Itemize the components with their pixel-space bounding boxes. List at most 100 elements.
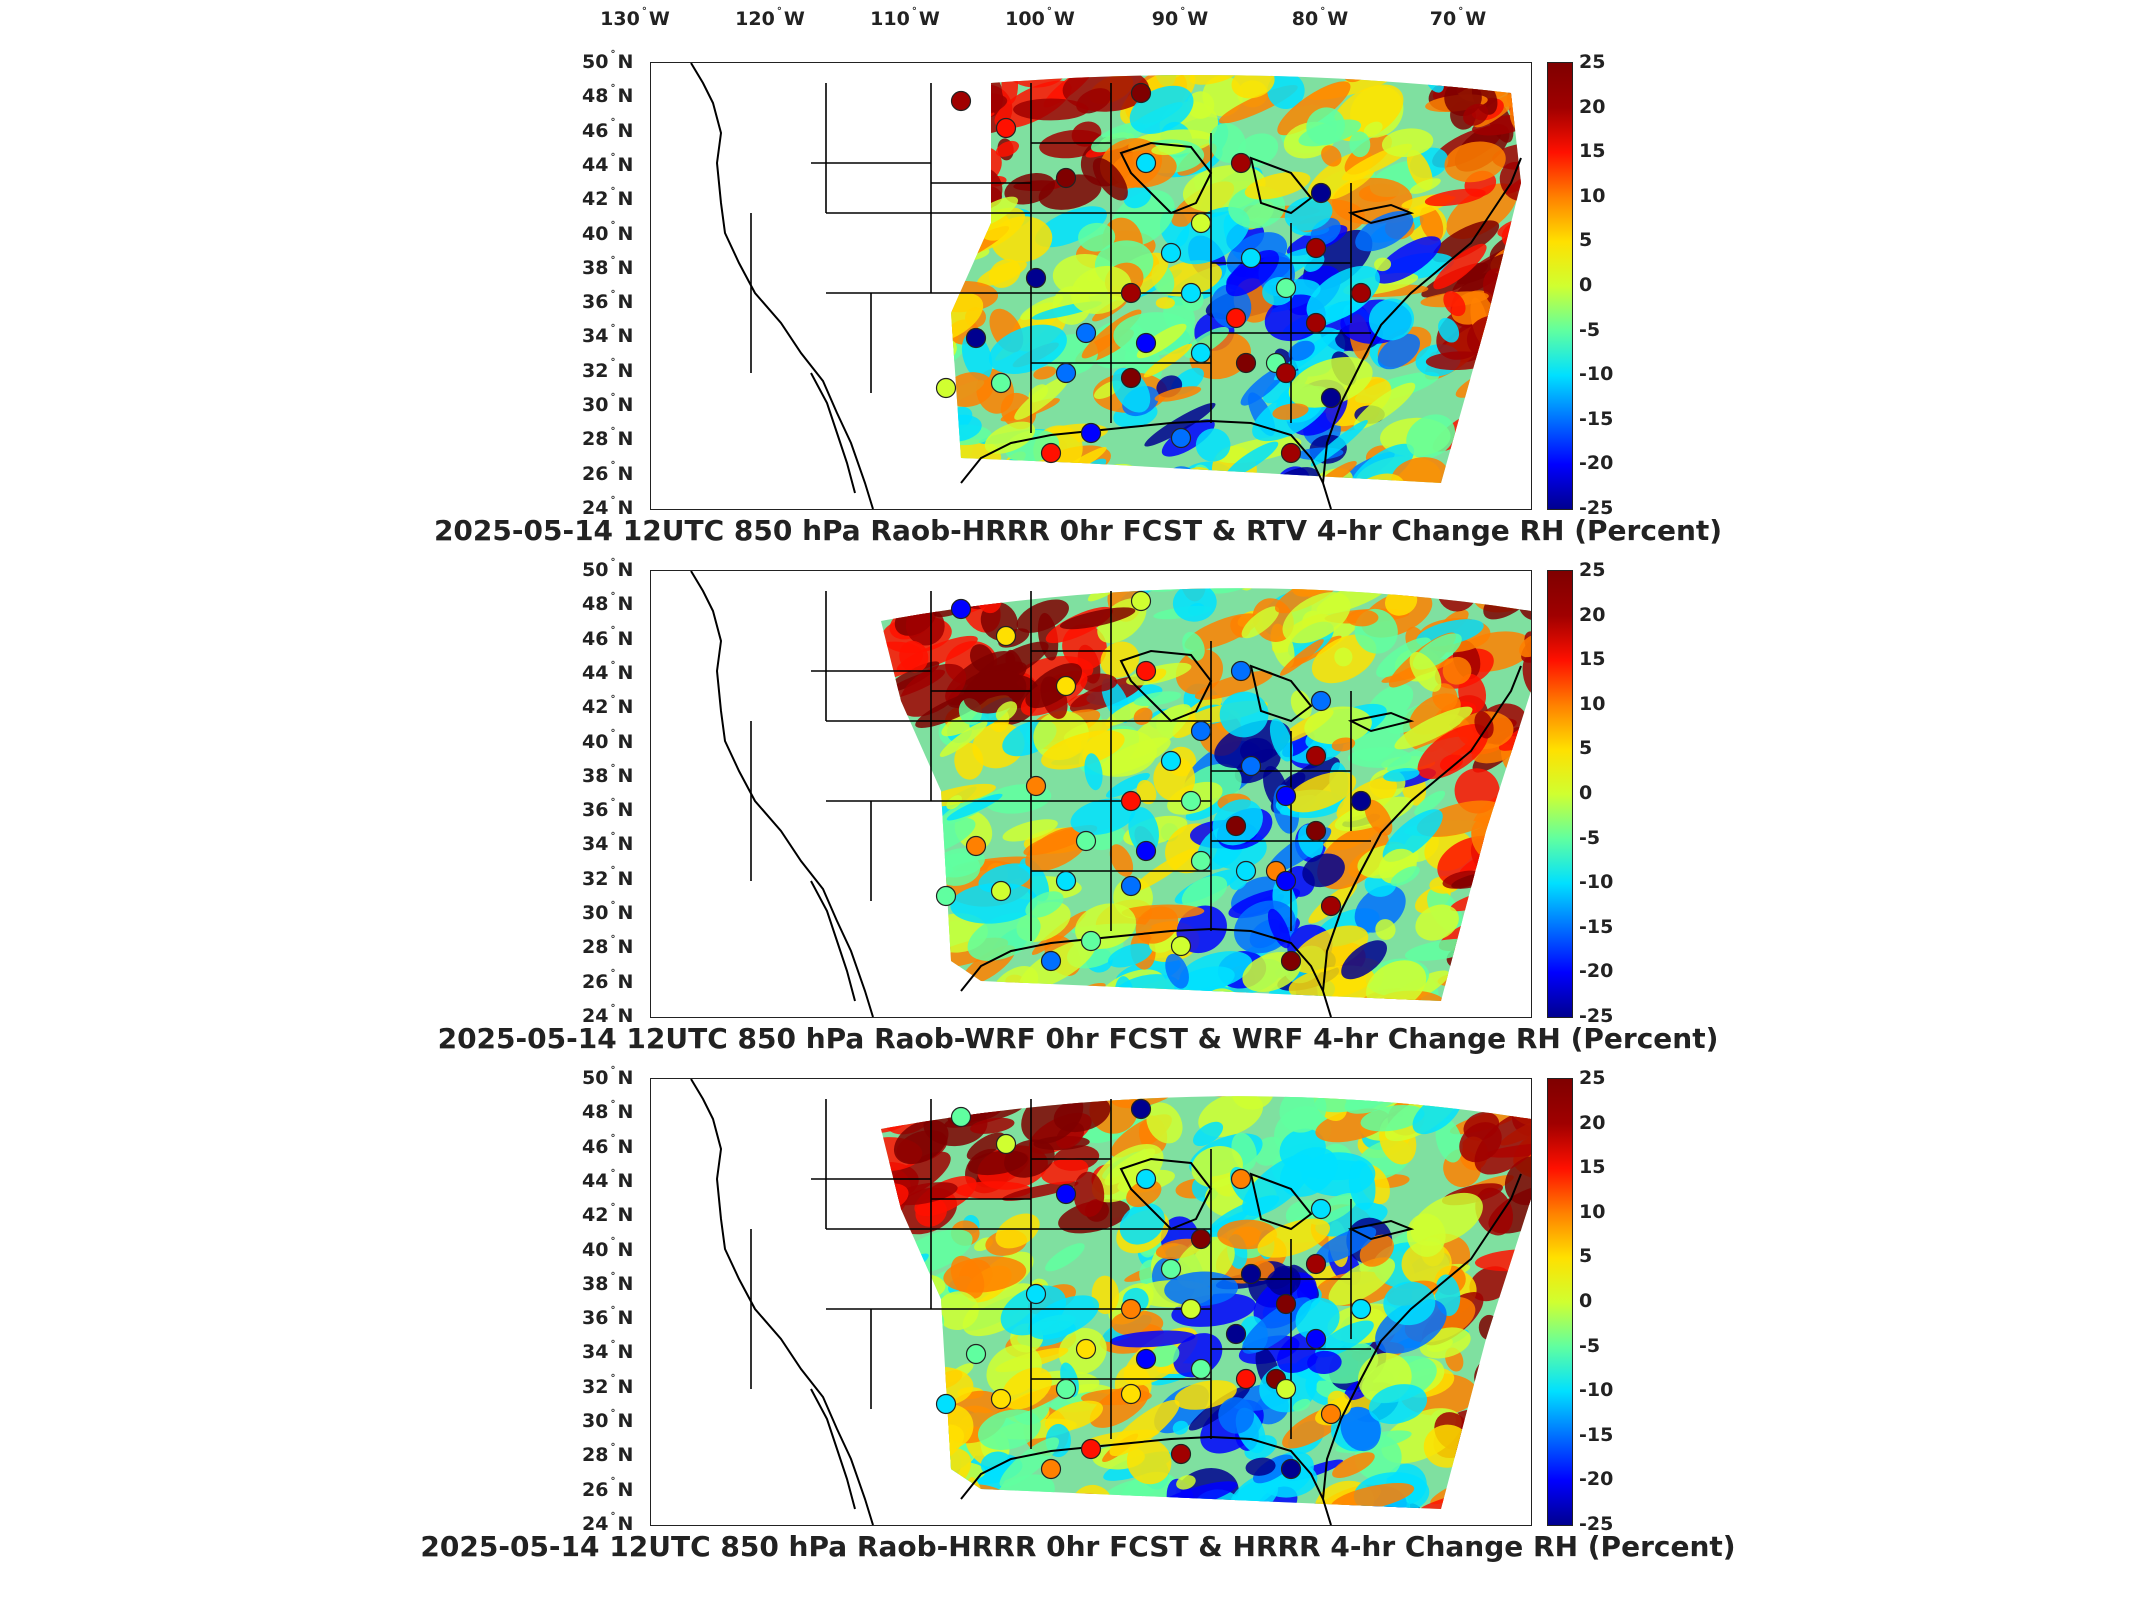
panel-title: 2025-05-14 12UTC 850 hPa Raob-WRF 0hr FC… [437,1022,1719,1055]
latitude-degree: 32 [582,1375,609,1398]
raob-station-marker [990,880,1012,902]
raob-station-marker [1190,850,1212,872]
raob-station-marker [1310,182,1332,204]
raob-station-marker [1230,660,1252,682]
degree-symbol: ° [610,1098,616,1110]
latitude-label: 40 ° N [582,728,633,752]
latitude-label: 32 ° N [582,357,633,382]
latitude-degree: 36 [582,799,609,822]
colorbar-tick-label: 15 [1579,648,1606,671]
raob-station-marker [950,598,972,620]
degree-symbol: ° [641,5,647,17]
colorbar-tick-label: -25 [1579,1513,1614,1535]
latitude-label: 44 ° N [582,660,634,684]
raob-station-marker [1320,387,1342,409]
raob-station-marker [1275,1293,1297,1315]
colorbar-tick-label: -10 [1579,363,1614,386]
latitude-degree: 38 [582,764,609,787]
latitude-degree: 34 [582,1341,609,1364]
latitude-degree: 38 [582,256,609,279]
colorbar-tick-label: 20 [1579,603,1606,626]
raob-station-marker [1080,1438,1102,1460]
latitude-degree: 26 [582,1478,609,1501]
colorbar-tick-label: 20 [1579,95,1606,118]
latitude-label: 26 ° N [582,968,633,992]
latitude-degree: 32 [582,359,609,382]
latitude-degree: 26 [582,462,609,485]
latitude-label: 48 ° N [582,591,634,616]
raob-station-marker [1080,930,1102,952]
latitude-direction: N [617,222,634,245]
colorbar-tick-label: 10 [1579,184,1606,207]
colorbar-tick-label: -15 [1579,915,1614,938]
panel-title: 2025-05-14 12UTC 850 hPa Raob-HRRR 0hr F… [433,514,1723,547]
latitude-degree: 32 [582,867,609,890]
latitude-label: 48 ° N [582,83,633,108]
latitude-direction: N [617,1410,634,1433]
colorbar [1547,1078,1573,1526]
latitude-degree: 50 [582,1067,609,1089]
degree-symbol: ° [610,117,616,129]
latitude-label: 24 ° N [582,1003,633,1027]
latitude-label: 30 ° N [582,900,633,924]
latitude-degree: 48 [582,1101,609,1124]
colorbar-tick-label: 20 [1579,1111,1606,1134]
latitude-label: 28 ° N [582,934,633,958]
colorbar-tick-label: -5 [1579,318,1601,341]
latitude-label: 32 ° N [582,1373,633,1398]
raob-station-marker [1075,1338,1097,1360]
degree-symbol: ° [610,1270,616,1282]
latitude-degree: 40 [582,1238,609,1261]
degree-symbol: ° [610,1476,616,1488]
latitude-label: 28 ° N [582,1442,633,1466]
latitude-direction: N [617,559,634,581]
colorbar-tick-label: -15 [1579,407,1614,430]
raob-station-marker [1225,1323,1247,1345]
degree-symbol: ° [610,323,616,335]
raob-station-marker [965,327,987,349]
longitude-degree: 100 [1005,8,1045,30]
latitude-direction: N [617,627,634,650]
degree-symbol: ° [1320,5,1326,17]
longitude-direction: W [1187,8,1209,30]
latitude-degree: 24 [582,497,609,519]
latitude-label: 24 ° N [582,495,633,519]
latitude-direction: N [617,1101,634,1124]
latitude-degree: 30 [582,1410,609,1433]
latitude-direction: N [617,593,634,616]
colorbar-tick-label: 0 [1579,1290,1593,1312]
map-panel-2: 50 ° N 48 ° N 46 ° N 44 ° N 42 ° N 40 ° N 38 ° N 36 ° N 34 ° N 32 ° N… [0,557,2133,1060]
latitude-label: 50 ° N [582,557,634,581]
latitude-label: 24 ° N [582,1510,634,1535]
map-frame [650,62,1532,510]
degree-symbol: ° [610,1510,616,1522]
raob-station-marker [1305,312,1327,334]
raob-station-marker [1320,1403,1342,1425]
latitude-direction: N [617,661,634,684]
latitude-label: 50 ° N [582,49,633,73]
degree-symbol: ° [610,391,616,403]
longitude-degree: 70 [1429,8,1457,30]
latitude-direction: N [617,153,634,176]
latitude-label: 44 ° N [582,1168,633,1192]
raob-station-marker [1170,427,1192,449]
degree-symbol: ° [610,1373,616,1385]
latitude-label: 40 ° N [582,220,634,245]
latitude-label: 36 ° N [582,288,633,313]
degree-symbol: ° [610,185,616,197]
degree-symbol: ° [610,220,616,232]
latitude-degree: 38 [582,1272,609,1295]
latitude-direction: N [617,1204,634,1227]
raob-station-marker [1190,1358,1212,1380]
longitude-axis: 130 ° W 120 ° W 110 ° W 100 ° W 90 ° W 80 ° W 70 ° W [0,0,2133,40]
raob-station-marker [1130,82,1152,104]
latitude-direction: N [617,394,634,417]
latitude-degree: 48 [582,85,609,108]
raob-station-marker [965,1343,987,1365]
degree-symbol: ° [610,426,616,438]
colorbar-tick-label: 10 [1579,692,1606,715]
degree-symbol: ° [610,288,616,300]
latitude-direction: N [617,1513,634,1535]
raob-station-marker [1055,675,1077,697]
raob-station-marker [950,1106,972,1128]
